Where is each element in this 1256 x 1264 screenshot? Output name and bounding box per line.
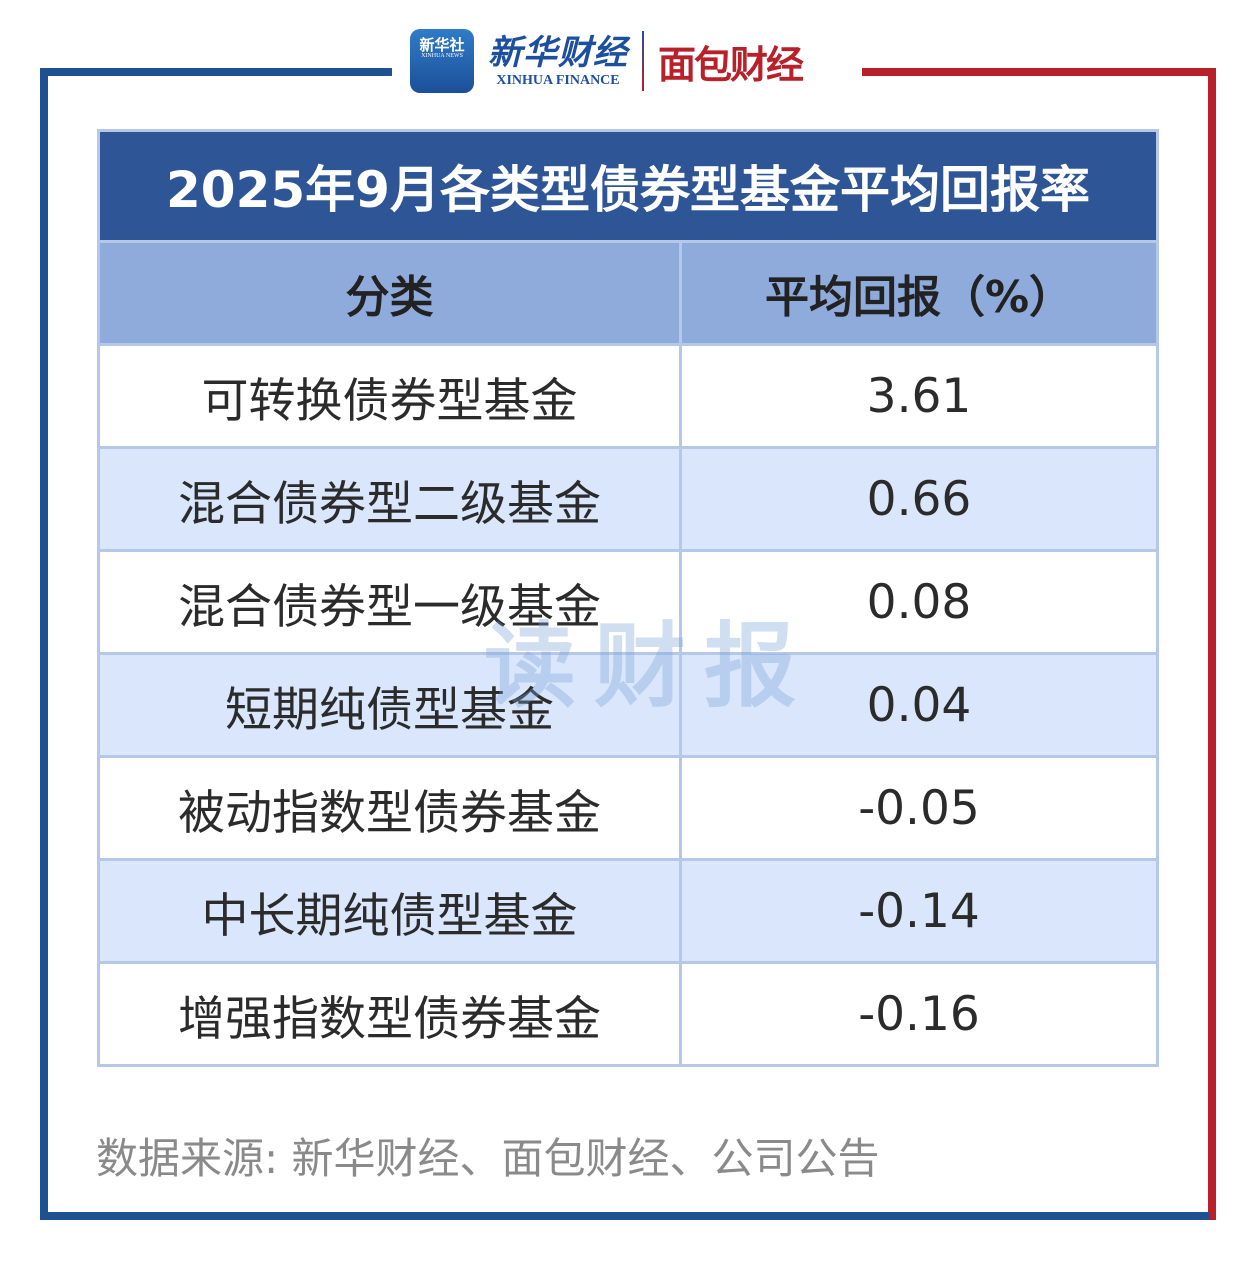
table-title: 2025年9月各类型债券型基金平均回报率 [97, 129, 1159, 243]
table-row: 中长期纯债型基金 -0.14 [97, 858, 1159, 964]
category-cell: 中长期纯债型基金 [97, 858, 682, 964]
table-row: 短期纯债型基金 0.04 [97, 652, 1159, 758]
category-cell: 短期纯债型基金 [97, 652, 682, 758]
frame-top-blue [40, 68, 392, 76]
return-cell: -0.16 [679, 961, 1159, 1067]
logo-divider [642, 31, 644, 91]
return-cell: 0.66 [679, 446, 1159, 552]
logo-bar: 新华社 XINHUA NEWS 新华财经 XINHUA FINANCE 面包财经 [410, 26, 804, 96]
data-source: 数据来源: 新华财经、面包财经、公司公告 [96, 1134, 880, 1183]
category-cell: 被动指数型债券基金 [97, 755, 682, 861]
frame-bottom [40, 1212, 1210, 1220]
column-header-category: 分类 [97, 240, 682, 346]
table-row: 混合债券型一级基金 0.08 [97, 549, 1159, 655]
table-row: 被动指数型债券基金 -0.05 [97, 755, 1159, 861]
xinhua-news-logo-text: 新华社 [419, 36, 465, 54]
category-cell: 增强指数型债券基金 [97, 961, 682, 1067]
xinhua-finance-logo-text: 新华财经 [488, 33, 628, 73]
mianbao-logo: 面包财经 [658, 42, 804, 87]
table-row: 可转换债券型基金 3.61 [97, 343, 1159, 449]
return-cell: -0.14 [679, 858, 1159, 964]
column-header-return: 平均回报（%） [679, 240, 1159, 346]
return-cell: 0.04 [679, 652, 1159, 758]
return-cell: 3.61 [679, 343, 1159, 449]
frame-left [40, 68, 48, 1220]
table-row: 增强指数型债券基金 -0.16 [97, 961, 1159, 1067]
xinhua-news-logo: 新华社 XINHUA NEWS [410, 29, 474, 93]
frame-right [1208, 68, 1216, 1220]
category-cell: 混合债券型二级基金 [97, 446, 682, 552]
xinhua-finance-logo: 新华财经 XINHUA FINANCE [488, 33, 628, 89]
xinhua-finance-logo-en: XINHUA FINANCE [496, 73, 620, 88]
return-cell: 0.08 [679, 549, 1159, 655]
category-cell: 可转换债券型基金 [97, 343, 682, 449]
returns-table: 2025年9月各类型债券型基金平均回报率 分类 平均回报（%） 可转换债券型基金… [97, 129, 1159, 1067]
xinhua-news-logo-en: XINHUA NEWS [421, 53, 463, 59]
category-cell: 混合债券型一级基金 [97, 549, 682, 655]
table-row: 混合债券型二级基金 0.66 [97, 446, 1159, 552]
return-cell: -0.05 [679, 755, 1159, 861]
frame-top-red [862, 68, 1216, 76]
